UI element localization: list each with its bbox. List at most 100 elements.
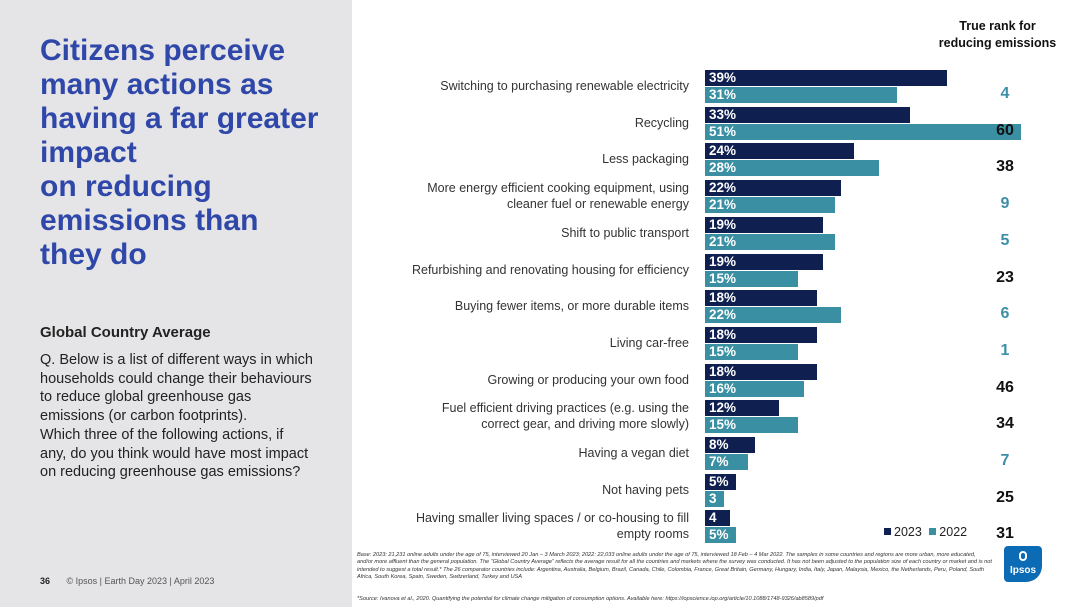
category-label-line: Shift to public transport [561, 225, 689, 240]
bar-label-2023: 39% [709, 70, 737, 85]
category-label: Fuel efficient driving practices (e.g. u… [360, 400, 689, 432]
category-label-line: Growing or producing your own food [487, 372, 689, 387]
left-panel: Citizens perceive many actions as having a… [0, 0, 352, 607]
bar-2023 [705, 70, 947, 86]
true-rank-value: 25 [996, 488, 1014, 506]
bar-2022 [705, 527, 736, 544]
category-label: Having smaller living spaces / or co-hou… [360, 510, 689, 542]
true-rank-value: 34 [996, 415, 1014, 433]
bar-2023 [705, 473, 736, 490]
bar-2022 [705, 270, 798, 287]
category-label-line: Buying fewer items, or more durable item… [454, 299, 689, 314]
category-label-line: Refurbishing and renovating housing for … [411, 262, 689, 277]
bar-2022 [705, 380, 805, 397]
bar-label-2022: 21% [709, 233, 737, 249]
page-number: 36 [40, 576, 51, 586]
true-rank-value: 60 [996, 121, 1014, 139]
bar-label-2022: 5% [709, 527, 729, 543]
true-rank-value: 4 [1000, 85, 1010, 102]
base-note: Base: 2023: 21,231 online adults under t… [357, 552, 992, 581]
legend-label-2023: 2023 [894, 525, 922, 539]
category-label-line: Switching to purchasing renewable electr… [440, 79, 689, 93]
true-rank-value: 23 [996, 268, 1014, 286]
logo-mark-icon [1019, 551, 1027, 561]
true-rank-value: 5 [1000, 231, 1010, 249]
category-label-line: Having smaller living spaces / or co-hou… [415, 511, 689, 526]
true-rank-value: 9 [1000, 195, 1010, 213]
category-label: Switching to purchasing renewable electr… [360, 78, 689, 94]
question-line: Which three of the following actions, if [40, 426, 284, 443]
question-line: to reduce global greenhouse gas [40, 389, 252, 406]
question-line: any, do you think would have most impact [40, 445, 309, 462]
bar-2023 [705, 290, 817, 307]
bar-2022 [705, 343, 798, 360]
footer-text: © Ipsos | Earth Day 2023 | April 2023 [66, 576, 215, 586]
true-rank-value: 46 [996, 378, 1014, 396]
category-label-line: Recycling [634, 115, 689, 130]
bar-2022 [705, 123, 1022, 140]
bar-label-2022: 51% [709, 123, 737, 139]
bar-label-2022: 31% [709, 87, 737, 102]
category-label-line: empty rooms [616, 527, 689, 542]
ipsos-logo: Ipsos [1004, 546, 1042, 582]
subtitle: Global Country Average [40, 324, 211, 341]
category-label-line: Not having pets [602, 482, 689, 497]
bar-2023 [705, 400, 780, 417]
bar-label-2023: 12% [709, 400, 737, 416]
true-rank-value: 6 [1000, 305, 1010, 323]
bar-label-2022: 16% [709, 380, 737, 396]
bar-label-2023: 19% [709, 216, 737, 232]
bar-2022 [705, 87, 898, 103]
bar-2023 [705, 180, 842, 197]
bar-2022 [705, 454, 749, 470]
bar-2023 [705, 216, 823, 233]
bar-2023 [705, 363, 817, 380]
legend-swatch-2023 [884, 528, 891, 535]
logo-text: Ipsos [1009, 565, 1037, 576]
category-label-line: correct gear, and driving more slowly) [481, 417, 689, 432]
category-label: Recycling [360, 115, 689, 131]
category-label: Living car-free [360, 335, 689, 351]
footer: 36 © Ipsos | Earth Day 2023 | April 2023 [40, 576, 214, 586]
bar-label-2022: 15% [709, 343, 737, 359]
legend-swatch-2022 [929, 528, 937, 535]
bar-2023 [705, 253, 823, 270]
title-line: impact [40, 136, 137, 169]
bar-label-2023: 24% [709, 143, 737, 159]
page-title: Citizens perceive many actions as having a… [40, 34, 345, 272]
category-label: Having a vegan diet [360, 445, 690, 461]
bar-2022 [705, 490, 724, 507]
bar-label-2022: 15% [709, 417, 737, 433]
bar-2022 [705, 160, 879, 177]
rank-header-line: True rank for [959, 19, 1036, 33]
rank-header-line: reducing emissions [938, 36, 1057, 50]
bar-label-2023: 19% [709, 253, 737, 269]
bar-2022 [705, 417, 798, 434]
bar-label-2022: 3 [709, 490, 717, 506]
title-line: many actions as [40, 68, 274, 101]
bar-label-2023: 8% [709, 437, 729, 452]
category-label: More energy efficient cooking equipment,… [360, 180, 689, 212]
title-line: they do [40, 238, 147, 271]
bar-2022 [705, 233, 836, 250]
category-label-line: cleaner fuel or renewable energy [506, 197, 689, 212]
bar-label-2022: 21% [709, 197, 737, 213]
category-label-line: Less packaging [602, 152, 689, 167]
question-line: Q. Below is a list of different ways in … [40, 352, 313, 368]
source-note: *Source: Ivanova et al., 2020. Quantifyi… [357, 596, 824, 602]
true-rank-value: 31 [996, 525, 1014, 543]
category-label: Not having pets [360, 482, 689, 498]
true-rank-value: 7 [1000, 452, 1010, 469]
bar-label-2022: 15% [709, 270, 737, 286]
category-label: Buying fewer items, or more durable item… [360, 298, 689, 314]
bar-2023 [705, 437, 755, 453]
title-line: on reducing [40, 170, 212, 203]
category-label: Growing or producing your own food [360, 372, 689, 388]
category-label-line: Fuel efficient driving practices (e.g. u… [441, 401, 689, 416]
bar-label-2023: 18% [709, 326, 737, 342]
category-label-line: More energy efficient cooking equipment,… [427, 181, 689, 196]
category-label-line: Living car-free [609, 335, 689, 350]
category-label-line: Having a vegan diet [578, 446, 690, 460]
bar-2023 [705, 143, 854, 160]
bar-2023 [705, 326, 817, 343]
